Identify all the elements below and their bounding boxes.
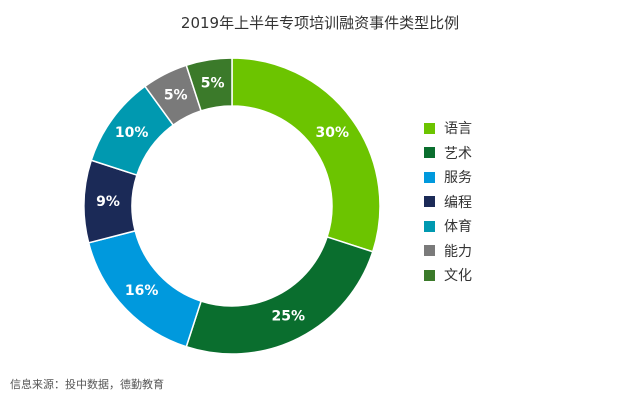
legend-swatch: [424, 220, 435, 232]
slice-value-label-5: 10%: [115, 125, 149, 141]
legend-item-1: 语言: [424, 116, 472, 141]
legend-swatch: [424, 196, 435, 208]
slice-value-label-2: 25%: [272, 308, 306, 324]
legend-item-7: 文化: [424, 263, 472, 288]
legend-label: 编程: [444, 194, 472, 211]
chart-title: 2019年上半年专项培训融资事件类型比例: [180, 14, 460, 32]
legend-swatch: [424, 122, 435, 134]
legend-label: 服务: [444, 170, 472, 187]
legend: 语言艺术服务编程体育能力文化: [424, 116, 472, 288]
legend-item-5: 体育: [424, 214, 472, 239]
donut-slice-7: [185, 57, 233, 112]
slice-value-label-4: 9%: [96, 194, 120, 210]
donut-slice-2: [185, 235, 374, 355]
legend-swatch: [424, 171, 435, 183]
source-note: 信息来源：投中数据，德勤教育: [10, 378, 164, 391]
legend-label: 艺术: [444, 145, 472, 162]
legend-label: 语言: [444, 121, 472, 138]
slice-value-label-7: 5%: [201, 76, 225, 92]
slice-value-label-6: 5%: [164, 88, 188, 104]
slice-value-label-1: 30%: [316, 125, 350, 141]
legend-label: 体育: [444, 219, 472, 236]
legend-swatch: [424, 269, 435, 281]
donut-slice-1: [231, 57, 381, 253]
legend-label: 能力: [444, 243, 472, 260]
legend-swatch: [424, 147, 435, 159]
legend-item-4: 编程: [424, 190, 472, 215]
legend-item-6: 能力: [424, 239, 472, 264]
legend-swatch: [424, 245, 435, 257]
legend-label: 文化: [444, 268, 472, 285]
legend-item-3: 服务: [424, 165, 472, 190]
legend-item-2: 艺术: [424, 141, 472, 166]
slice-value-label-3: 16%: [125, 283, 159, 299]
